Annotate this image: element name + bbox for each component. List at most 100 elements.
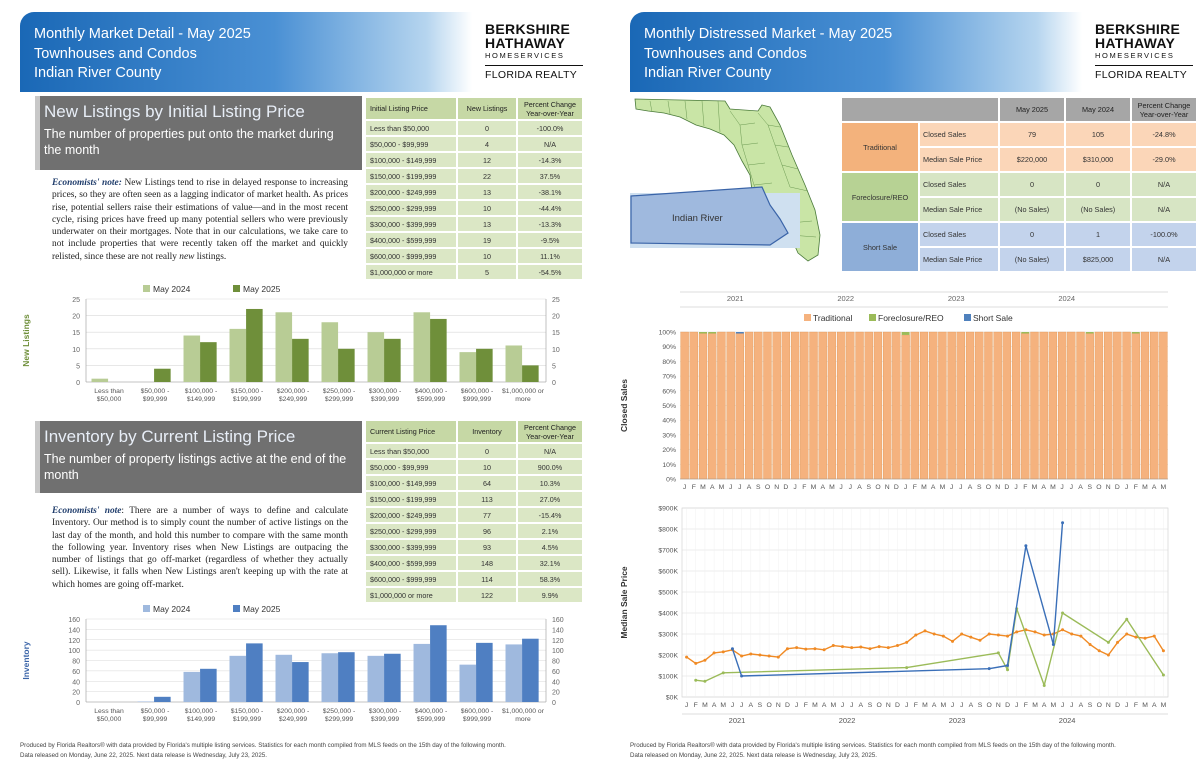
bar-may-2025 — [476, 642, 493, 702]
point-traditional — [905, 640, 909, 644]
x-tick-label-line2: $99,999 — [143, 396, 168, 403]
inventory-economists-note: Economists' note: There are a number of … — [52, 505, 348, 591]
new-listings-table-cell: 13 — [458, 185, 518, 199]
new-listings-table-cell: 0 — [458, 121, 518, 135]
x-tick-label: S — [756, 484, 761, 491]
x-tick-label-line2: $299,999 — [325, 396, 354, 403]
new-listings-table-cell: 4 — [458, 137, 518, 151]
point-traditional — [1152, 634, 1156, 638]
x-tick-label: J — [960, 702, 963, 709]
bar-may-2024 — [229, 328, 247, 382]
point-traditional — [1088, 643, 1092, 646]
x-tick-label: F — [913, 484, 917, 491]
bar-may-2025 — [154, 696, 171, 702]
distressed-header-row: May 2025 May 2024 Percent Change Year-over… — [842, 98, 1196, 121]
distressed-group-label: Short Sale — [842, 223, 918, 271]
new-listings-table-cell: $200,000 - $249,999 — [366, 185, 458, 199]
note-tail: listings. — [194, 251, 227, 262]
x-tick-label: $600,000 - — [461, 708, 494, 715]
new-listings-table-cell: -44.4% — [518, 201, 584, 215]
x-tick-label-line2: $249,999 — [279, 716, 308, 723]
stacked-bar-traditional — [790, 331, 800, 480]
note-body: New Listings tend to rise in delayed res… — [52, 178, 348, 262]
note-body: : There are a number of ways to define a… — [52, 506, 349, 590]
bar-may-2025 — [292, 338, 309, 382]
x-tick-label: $100,000 - — [185, 388, 218, 395]
stacked-bar-traditional — [1113, 331, 1122, 480]
y-tick-label: 0 — [76, 380, 80, 387]
x-tick-label-line2: $99,999 — [143, 716, 168, 723]
y-tick-label: 10% — [662, 462, 676, 469]
inventory-table-cell: 148 — [458, 556, 518, 570]
point-short-sale — [987, 667, 991, 671]
new-listings-table-cell: $150,000 - $199,999 — [366, 169, 458, 183]
new-listings-table-header-cell: Percent Change Year-over-Year — [518, 98, 584, 119]
x-tick-label: $100,000 - — [185, 708, 218, 715]
x-tick-label: O — [1096, 484, 1101, 491]
footer-line-1: Produced by Florida Realtors® with data … — [630, 742, 1116, 749]
x-tick-label: D — [1005, 702, 1010, 709]
point-traditional — [831, 644, 835, 648]
inventory-table-cell: -15.4% — [518, 508, 584, 522]
x-tick-label-line2: $999,999 — [463, 396, 492, 403]
x-tick-label: A — [857, 484, 862, 491]
x-tick-label-line2: $50,000 — [97, 716, 122, 723]
point-foreclosure-reo — [1161, 673, 1165, 677]
y-tick-label: 40% — [662, 418, 676, 425]
distressed-row: Median Sale Price $220,000 $310,000 -29.0% — [842, 148, 1196, 171]
x-tick-label: S — [866, 484, 871, 491]
y-tick-label: 40 — [72, 679, 80, 686]
stacked-bar-traditional — [680, 331, 689, 480]
x-tick-label: O — [987, 702, 992, 709]
stacked-bar-traditional — [754, 331, 763, 480]
inventory-table-cell: 114 — [458, 572, 518, 586]
x-tick-label: $200,000 - — [277, 388, 310, 395]
x-tick-label: M — [922, 702, 928, 709]
x-tick-label: J — [1125, 702, 1128, 709]
x-tick-label-line2: $149,999 — [187, 716, 216, 723]
y-tick-label-right: 20 — [552, 690, 560, 697]
bar-may-2024 — [413, 643, 431, 702]
stacked-bar-traditional — [1122, 331, 1131, 480]
closed-sales-chart: 2021 2022 2023 2024 Traditional Foreclosure/R… — [619, 291, 1168, 491]
point-traditional — [822, 648, 826, 652]
new-listings-table-header-cell: Initial Listing Price — [366, 98, 458, 119]
point-traditional — [712, 651, 716, 655]
x-tick-label: M — [1142, 702, 1148, 709]
new-listings-subtitle: The number of properties put onto the ma… — [44, 127, 334, 157]
x-tick-label: $150,000 - — [231, 388, 264, 395]
point-foreclosure-reo — [1042, 683, 1046, 687]
point-traditional — [868, 647, 872, 651]
x-tick-label: J — [1070, 484, 1073, 491]
stacked-bar-traditional — [1067, 331, 1076, 480]
x-tick-label: N — [774, 484, 779, 491]
x-tick-label: A — [1078, 484, 1083, 491]
x-tick-label: J — [795, 702, 798, 709]
x-tick-label: S — [978, 702, 983, 709]
point-foreclosure-reo — [1125, 617, 1129, 621]
x-tick-label: J — [951, 702, 954, 709]
stacked-bar-traditional — [1159, 331, 1168, 480]
bar-may-2024 — [91, 378, 109, 382]
x-tick-label: J — [841, 702, 844, 709]
x-tick-label: D — [783, 484, 788, 491]
stacked-bar-traditional — [929, 331, 938, 480]
point-traditional — [685, 655, 689, 659]
x-tick-label: O — [765, 484, 770, 491]
x-tick-label: $50,000 - — [141, 388, 170, 395]
x-tick-label: A — [1042, 702, 1047, 709]
x-tick-label: F — [1134, 484, 1138, 491]
inventory-table-row: Less than $50,000 0 N/A — [366, 444, 584, 458]
x-tick-label: M — [1161, 702, 1167, 709]
x-tick-label: $50,000 - — [141, 708, 170, 715]
bar-may-2025 — [430, 318, 447, 382]
point-traditional — [978, 638, 982, 642]
point-traditional — [1033, 630, 1037, 634]
x-tick-label-line2: $599,999 — [417, 716, 446, 723]
inventory-table-cell: 93 — [458, 540, 518, 554]
stacked-bar-traditional — [873, 331, 883, 480]
x-tick-label: A — [822, 702, 827, 709]
x-tick-label: N — [776, 702, 781, 709]
x-tick-label: A — [931, 484, 936, 491]
x-tick-label: M — [830, 702, 836, 709]
